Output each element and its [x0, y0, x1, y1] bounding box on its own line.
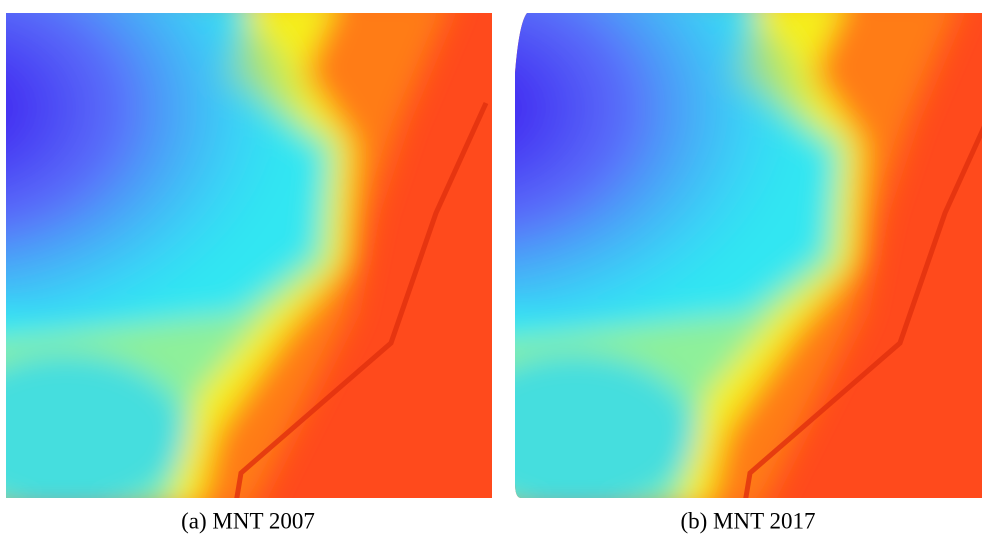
caption: (b) MNT 2017 [680, 508, 815, 533]
caption: (a) MNT 2007 [181, 508, 315, 533]
image-a [0, 0, 532, 538]
